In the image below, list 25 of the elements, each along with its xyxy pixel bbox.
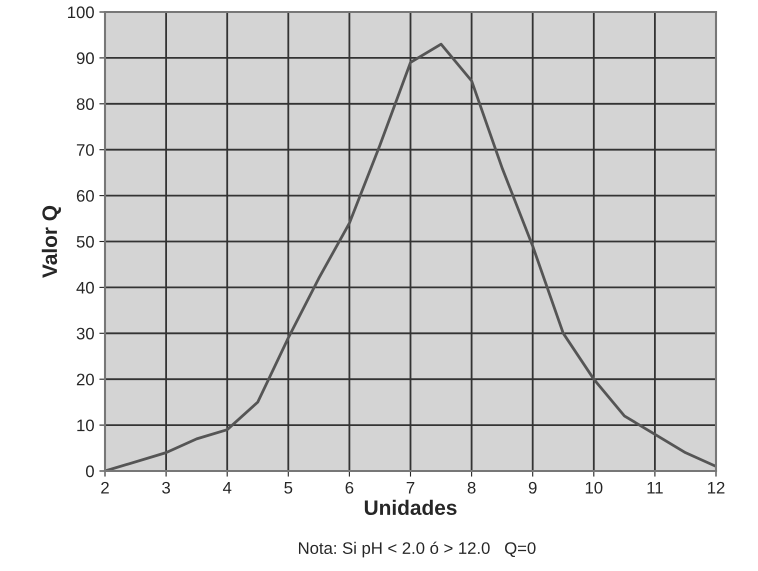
x-tick-label: 7	[406, 482, 414, 494]
x-tick-label: 9	[528, 482, 537, 494]
y-tick-label: 60	[76, 190, 94, 202]
y-tick-label: 50	[76, 236, 94, 248]
x-tick-label: 10	[586, 482, 602, 494]
y-tick-label: 30	[76, 328, 94, 340]
x-tick-label: 2	[101, 482, 109, 494]
y-tick-label: 0	[86, 465, 94, 478]
x-tick-label: 12	[708, 482, 724, 494]
y-tick-label: 70	[76, 144, 94, 156]
y-tick-label: 80	[76, 98, 94, 110]
x-axis-title: Unidades	[364, 500, 457, 516]
y-axis-title: Valor Q	[42, 206, 61, 278]
x-tick-label: 8	[468, 482, 476, 494]
text: Nota: Si pH < 2.0 ó > 12.0 Q=0	[298, 542, 536, 558]
y-tick-label: 100	[68, 6, 94, 18]
x-tick-label: 6	[346, 482, 354, 494]
y-tick-label: 40	[76, 282, 94, 294]
y-tick-label: 20	[76, 374, 94, 386]
y-tick-label: 90	[76, 52, 94, 64]
x-tick-label: 3	[162, 482, 170, 494]
x-tick-label: 11	[648, 482, 663, 494]
x-tick-label: 5	[284, 482, 292, 494]
x-tick-label: 4	[222, 482, 232, 494]
y-tick-label: 10	[77, 420, 94, 432]
